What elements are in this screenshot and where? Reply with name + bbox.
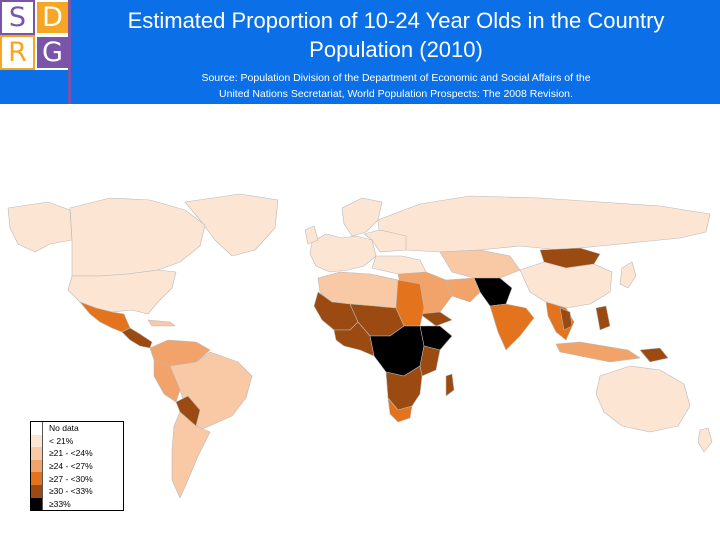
page-title: Estimated Proportion of 10-24 Year Olds … [72,6,720,64]
legend-item: < 21% [31,434,123,448]
logo-letter-d: D [35,0,70,35]
legend-item: ≥27 - <30% [31,472,123,485]
sdrg-logo: S D R G [0,0,70,70]
region-central-asia [439,249,521,279]
region-canada [69,197,206,277]
region-japan [619,261,637,289]
region-laos-cambodia [559,307,573,331]
world-map [7,193,713,499]
source-note: Source: Population Division of the Depar… [72,70,720,102]
legend-swatch [31,459,43,473]
region-yemen [419,311,453,327]
region-philippines [595,305,611,331]
legend-swatch [31,472,43,485]
title-line-2: Population (2010) [309,37,483,62]
legend-swatch [31,484,43,498]
region-turkey [371,255,427,275]
legend-swatch [31,447,43,460]
legend-item: ≥30 - <33% [31,484,123,498]
region-australia [595,365,691,433]
legend-item: No data [31,422,123,435]
legend-label: ≥21 - <24% [49,448,93,459]
region-eastern-europe [363,229,407,253]
legend-item: ≥21 - <24% [31,447,123,460]
legend-swatch [31,497,43,511]
region-uk [304,225,319,245]
legend-label: ≥30 - <33% [49,486,93,497]
region-europe-west [309,233,377,273]
region-new-zealand [697,427,713,453]
region-east-africa [419,345,441,377]
region-china [519,261,613,309]
region-greenland [184,193,279,257]
legend-label: No data [49,423,79,434]
region-caribbean [147,319,176,327]
source-line-2: United Nations Secretariat, World Popula… [219,88,573,100]
legend-label: ≥27 - <30% [49,473,93,484]
region-iran [445,277,481,303]
region-russia [377,195,711,253]
map-legend: No data < 21% ≥21 - <24% ≥24 - <27% ≥27 … [30,421,124,512]
region-alaska [7,201,73,253]
legend-item: ≥24 - <27% [31,459,123,473]
region-central-america [121,327,153,349]
region-india [489,303,535,351]
legend-label: ≥33% [49,498,71,509]
logo-letter-s: S [0,0,35,35]
logo-divider [68,0,71,104]
region-south-africa [387,397,413,423]
legend-label: < 21% [49,435,74,446]
region-png [639,347,669,363]
region-southern-cone [171,411,211,499]
legend-swatch [31,422,43,435]
legend-label: ≥24 - <27% [49,461,93,472]
header-banner: S D R G Estimated Proportion of 10-24 Ye… [0,0,720,104]
legend-item: ≥33% [31,497,123,511]
source-line-1: Source: Population Division of the Depar… [201,72,591,84]
region-gulf-of-guinea [333,321,375,357]
logo-letter-r: R [0,35,35,70]
title-line-1: Estimated Proportion of 10-24 Year Olds … [127,8,665,33]
region-scandinavia [341,197,383,237]
region-indonesia [555,341,641,363]
region-madagascar [445,373,455,397]
logo-letter-g: G [35,35,70,70]
legend-swatch [31,434,43,448]
